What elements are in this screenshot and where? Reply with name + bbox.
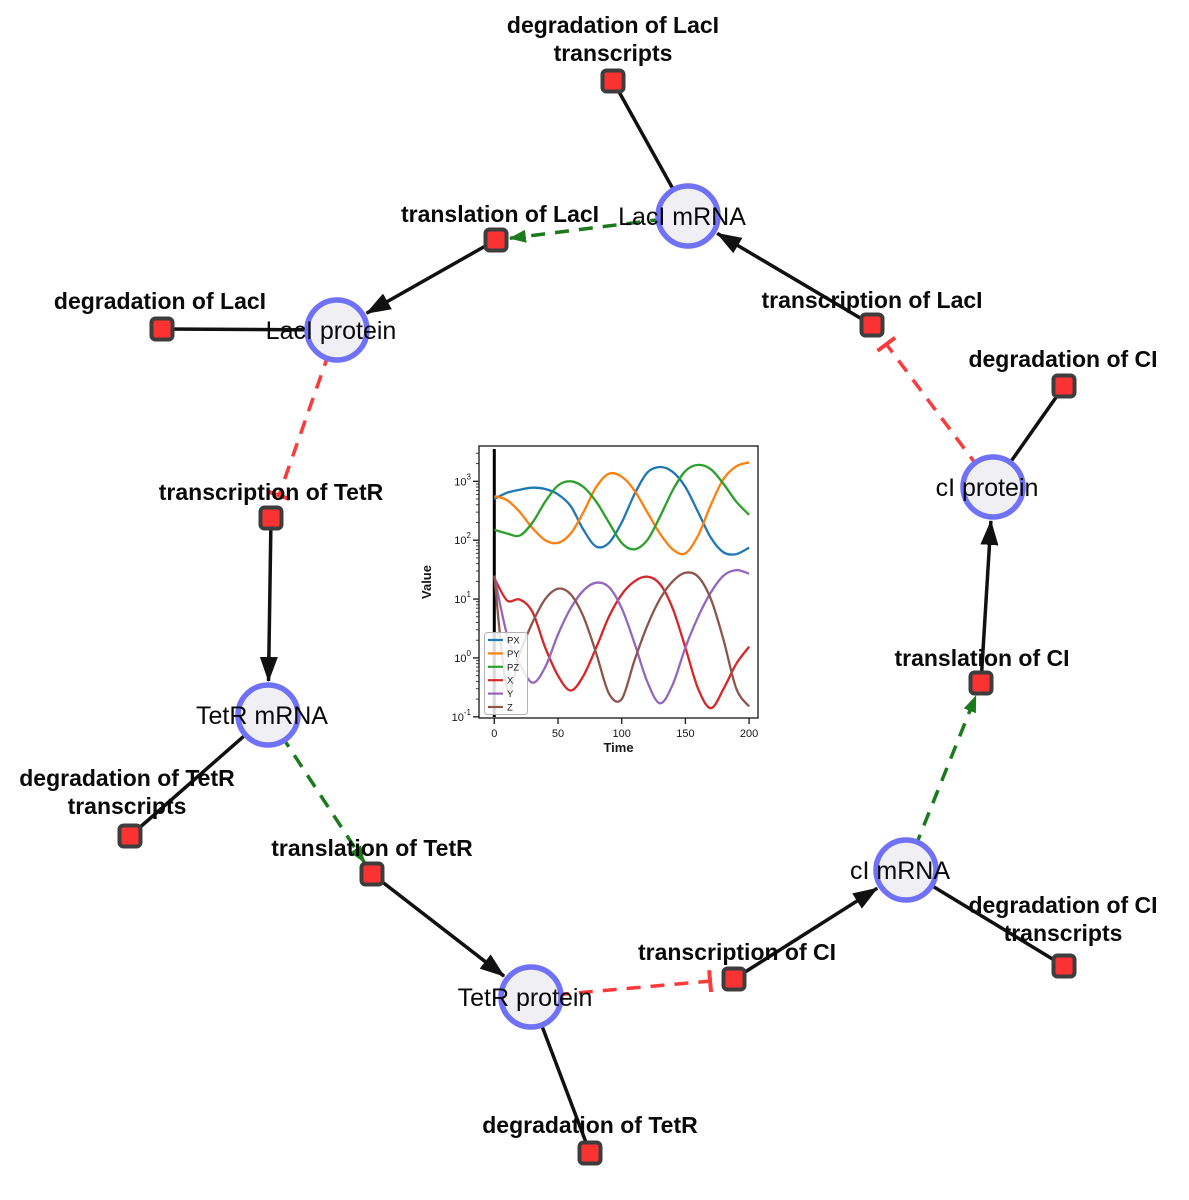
x-tick-label: 200 xyxy=(740,728,758,740)
x-tick-label: 0 xyxy=(491,728,497,740)
y-tick-exponent: 3 xyxy=(467,472,472,481)
reaction-node-translation-ci xyxy=(968,670,994,696)
reaction-label-translation-ci: translation of CI xyxy=(894,645,1069,671)
y-tick-exponent: 0 xyxy=(467,649,472,658)
y-tick-exponent: 2 xyxy=(467,531,472,540)
reaction-label-degradation-ci: degradation of CI xyxy=(968,346,1157,372)
reaction-label-transcription-laci: transcription of LacI xyxy=(761,287,982,313)
reaction-node-degradation-laci-transcripts xyxy=(600,68,626,94)
species-node-tetr-protein xyxy=(498,964,564,1030)
node-layer xyxy=(117,68,1077,1166)
reaction-label-degradation-laci-transcripts-line1: degradation of LacI xyxy=(507,12,719,38)
species-label-tetr-mrna: TetR mRNA xyxy=(196,702,328,730)
species-node-ci-protein xyxy=(960,454,1026,520)
x-tick-label: 100 xyxy=(613,728,631,740)
reaction-label-degradation-tetr-transcripts-line2: transcripts xyxy=(68,793,187,819)
legend-label-Y: Y xyxy=(507,689,514,700)
reaction-node-transcription-laci xyxy=(859,312,885,338)
reaction-node-degradation-tetr xyxy=(577,1140,603,1166)
y-tick-label: 10-1 xyxy=(452,708,472,724)
series-curve-Y xyxy=(493,568,750,705)
y-tick-label: 101 xyxy=(454,590,471,606)
species-label-laci-protein: LacI protein xyxy=(266,317,397,345)
y-tick-exponent: -1 xyxy=(464,708,472,717)
edge-arrow-transcription-tetr-tetr-mrna xyxy=(259,517,278,683)
reaction-label-translation-tetr: translation of TetR xyxy=(271,835,473,861)
species-label-tetr-protein: TetR protein xyxy=(458,984,593,1012)
legend-label-Z: Z xyxy=(507,703,513,714)
reaction-node-translation-tetr xyxy=(359,861,385,887)
reaction-label-degradation-ci-transcripts-line1: degradation of CI xyxy=(968,892,1157,918)
edge-arrow-translation-ci-ci-protein xyxy=(979,519,999,684)
species-node-laci-mrna xyxy=(655,183,721,249)
legend-label-PZ: PZ xyxy=(507,662,519,673)
species-node-tetr-mrna xyxy=(235,682,301,748)
reaction-label-degradation-laci-transcripts-line2: transcripts xyxy=(554,40,673,66)
edge-arrow-transcription-laci-laci-mrna xyxy=(716,231,873,327)
y-tick-label: 102 xyxy=(454,531,471,547)
axes-frame xyxy=(478,445,759,719)
reaction-label-degradation-ci-transcripts-line2: transcripts xyxy=(1004,920,1123,946)
series-curve-X xyxy=(493,575,751,710)
species-label-ci-mrna: cI mRNA xyxy=(850,857,950,885)
series-curve-Z xyxy=(493,571,751,708)
y-tick-label: 103 xyxy=(454,472,471,488)
y-tick-label: 100 xyxy=(454,649,471,665)
reaction-label-transcription-ci: transcription of CI xyxy=(638,939,836,965)
series-curve-PZ xyxy=(493,463,750,551)
reaction-node-degradation-tetr-transcripts xyxy=(117,823,143,849)
series-curve-PY xyxy=(493,461,750,556)
label-layer: LacI mRNA LacI protein TetR mRNA TetR prote… xyxy=(19,12,1157,1138)
legend-box xyxy=(484,632,528,715)
series-curve-PX xyxy=(493,465,750,556)
x-tick-label: 50 xyxy=(552,728,564,740)
edge-arrow-transcription-ci-ci-mrna xyxy=(733,886,879,981)
reaction-node-transcription-ci xyxy=(721,966,747,992)
reaction-node-translation-laci xyxy=(483,227,509,253)
species-label-ci-protein: cI protein xyxy=(936,474,1039,502)
reaction-label-degradation-laci: degradation of LacI xyxy=(54,288,266,314)
x-tick-label: 150 xyxy=(676,728,694,740)
reaction-label-degradation-tetr: degradation of TetR xyxy=(482,1112,698,1138)
legend-label-X: X xyxy=(507,676,514,687)
reaction-node-degradation-ci xyxy=(1051,373,1077,399)
edge-arrow-translation-laci-laci-protein xyxy=(365,238,497,315)
y-tick-exponent: 1 xyxy=(467,590,472,599)
species-node-laci-protein xyxy=(304,297,370,363)
x-axis-label: Time xyxy=(603,740,633,755)
species-label-laci-mrna: LacI mRNA xyxy=(618,203,746,231)
legend-label-PY: PY xyxy=(507,649,520,660)
edge-arrow-translation-tetr-tetr-protein xyxy=(370,872,506,978)
reaction-node-transcription-tetr xyxy=(258,505,284,531)
reaction-node-degradation-laci xyxy=(149,316,175,342)
species-node-ci-mrna xyxy=(873,837,939,903)
legend-label-PX: PX xyxy=(507,636,520,647)
inset-chart: 0 50 100 150 20010310210110010-1TimeValuePXP… xyxy=(417,436,776,782)
reaction-label-degradation-tetr-transcripts-line1: degradation of TetR xyxy=(19,765,235,791)
reaction-label-transcription-tetr: transcription of TetR xyxy=(159,479,384,505)
reaction-node-degradation-ci-transcripts xyxy=(1051,953,1077,979)
y-axis-label: Value xyxy=(419,565,434,599)
curve-layer xyxy=(492,449,751,717)
reaction-label-translation-laci: translation of LacI xyxy=(401,201,599,227)
legend: PX PY PZ XYZ xyxy=(484,632,528,715)
